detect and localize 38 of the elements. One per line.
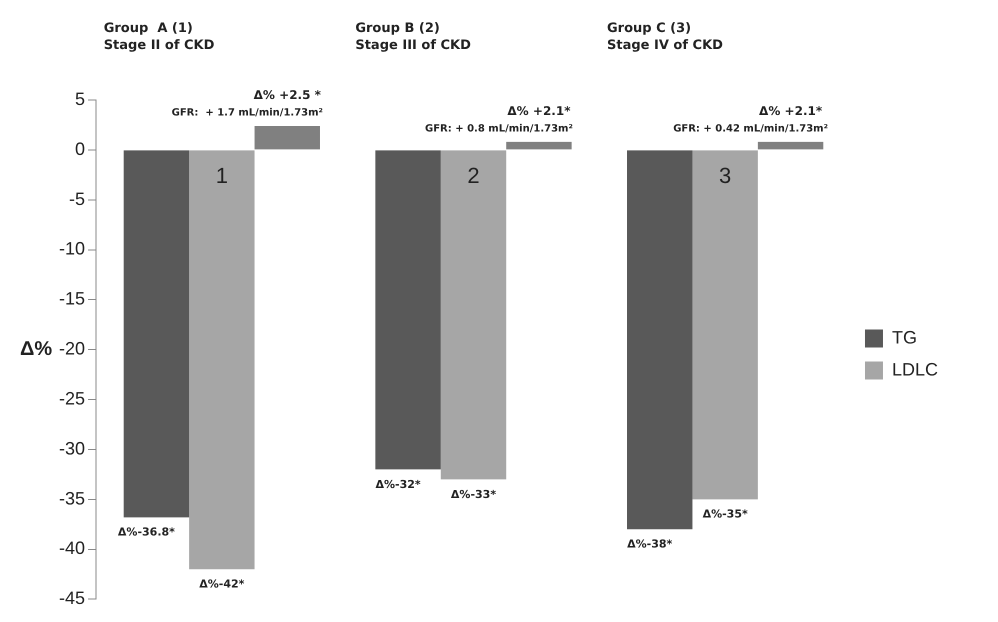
data-label: Δ%-32* [375,478,421,491]
legend-label: LDLC [892,359,938,380]
y-tick-label: -45 [59,588,86,608]
bar [692,150,758,500]
data-label: Δ%-35* [702,508,748,521]
x-tick-label: 1 [216,162,228,188]
y-tick-label: 0 [75,138,86,159]
bar [758,142,824,150]
data-label: Δ%-42* [199,578,245,591]
text: Group B (2) Stage III of CKD [355,20,472,53]
bar [124,150,190,518]
y-tick-label: -40 [59,538,86,558]
y-tick-label: -5 [69,188,86,209]
bar [506,142,572,150]
y-tick-label: -15 [59,288,86,309]
y-tick-label: -20 [59,338,86,359]
data-label: Δ%-33* [450,488,496,501]
y-tick-label: -35 [59,488,86,508]
bar [375,150,441,470]
x-tick-label: 3 [719,162,732,188]
y-tick-label: -10 [59,238,86,259]
bar [189,150,255,570]
y-tick-label: -30 [59,438,86,458]
annotation: Δ% +2.1* GFR: + 0.42 mL/min/1.73m² [673,104,828,135]
x-tick-label: 2 [467,162,480,188]
annotation: Δ% +2.1* GFR: + 0.8 mL/min/1.73m² [425,104,573,135]
y-tick-label: -25 [59,388,86,408]
legend-label: TG [892,327,917,348]
bar [254,126,320,150]
text: Group C (3) Stage IV of CKD [607,20,724,53]
bar [440,150,506,480]
data-label: Δ%-38* [627,538,673,551]
text: Group A (1) Stage II of CKD [104,20,215,53]
y-tick-label: 5 [75,88,86,109]
y-axis-title: Δ% [20,338,52,360]
data-label: Δ%-36.8* [118,526,176,539]
annotation: Δ% +2.5 * GFR: + 1.7 mL/min/1.73m² [172,88,323,119]
bar [627,150,692,530]
